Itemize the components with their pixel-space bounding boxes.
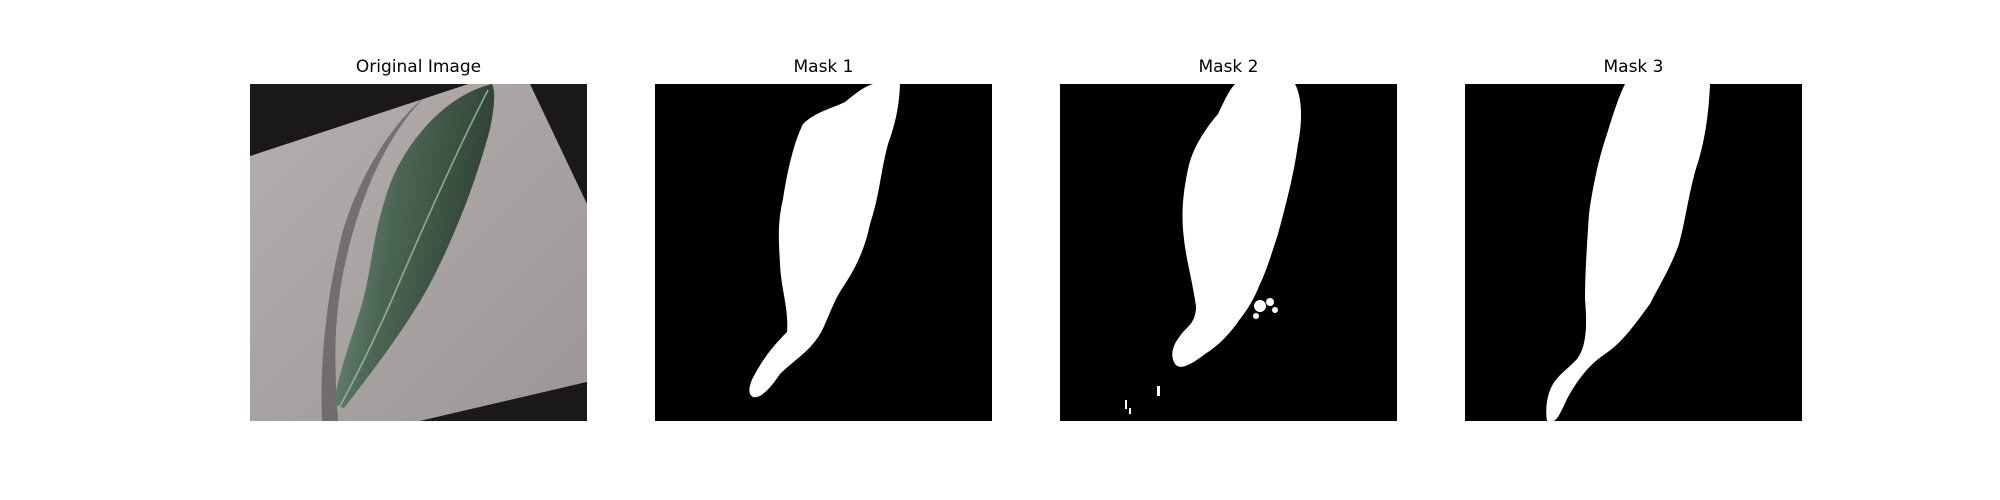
leaf-icon	[334, 84, 495, 408]
panel-title-mask-3: Mask 3	[1603, 57, 1664, 77]
panel-mask-2: Mask 2	[1060, 0, 1397, 500]
mask-2-leaf-region	[1172, 84, 1302, 367]
panel-title-original-image: Original Image	[355, 57, 482, 77]
mask-1-image	[655, 84, 992, 421]
original-leaf-photo	[250, 84, 587, 421]
panel-mask-3: Mask 3	[1465, 0, 1802, 500]
panel-original-image: Original Image	[250, 0, 587, 500]
panel-title-mask-2: Mask 2	[1198, 57, 1259, 77]
mask-2-noise-specks	[1125, 298, 1278, 414]
panel-title-mask-1: Mask 1	[793, 57, 854, 77]
mask-2-image	[1060, 84, 1397, 421]
panel-mask-1: Mask 1	[655, 0, 992, 500]
mask-1-leaf-region	[749, 84, 900, 398]
mask-3-leaf-region	[1546, 84, 1710, 421]
mask-3-image	[1465, 84, 1802, 421]
